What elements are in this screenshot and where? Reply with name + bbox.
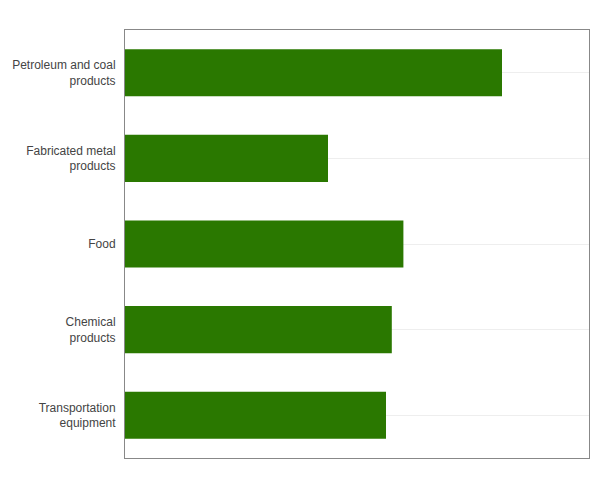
svg-text:Transportationequipment: Transportationequipment <box>39 401 117 431</box>
svg-text:Chemicalproducts: Chemicalproducts <box>66 315 116 345</box>
svg-text:Food: Food <box>88 237 115 251</box>
svg-text:Fabricated metalproducts: Fabricated metalproducts <box>26 144 115 174</box>
svg-text:Petroleum and coalproducts: Petroleum and coalproducts <box>12 58 115 88</box>
